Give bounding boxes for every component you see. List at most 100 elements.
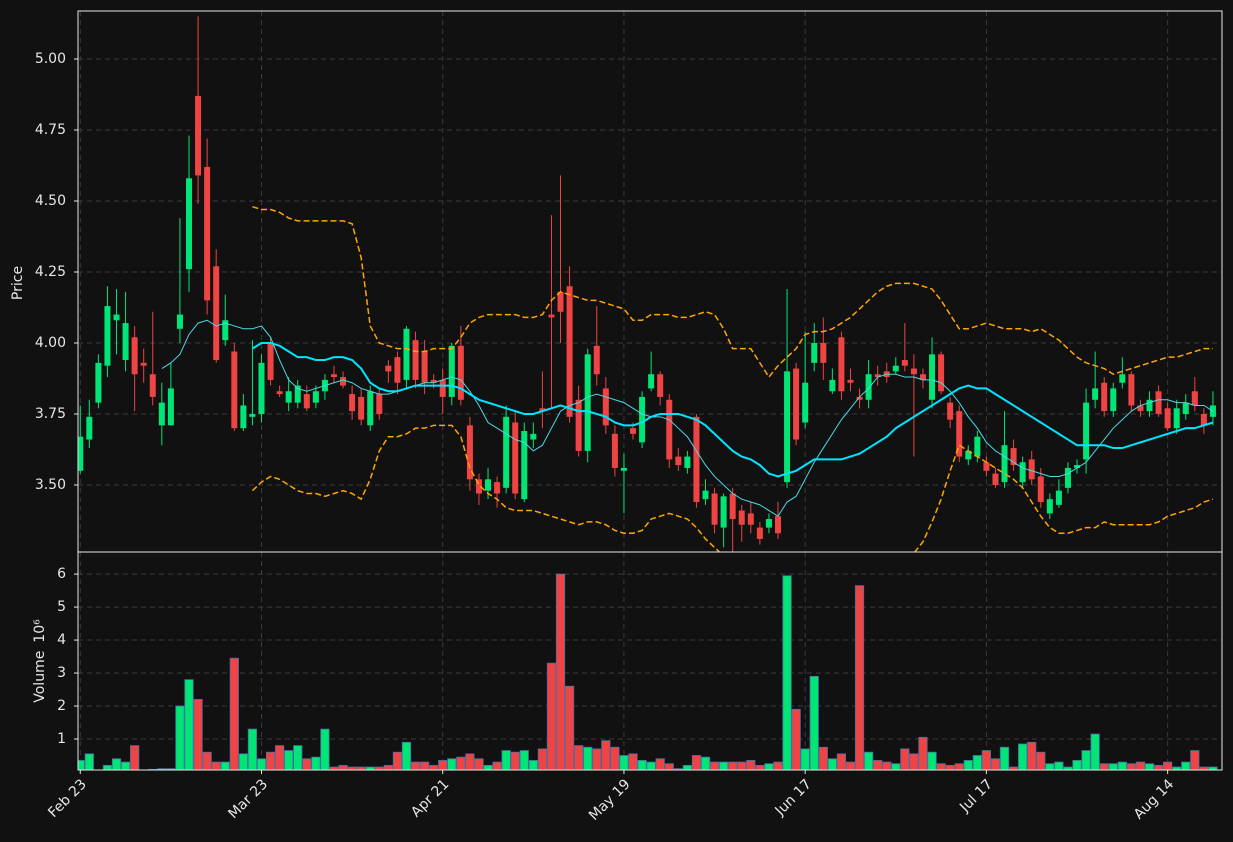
candle-body xyxy=(910,368,917,375)
volume-bar xyxy=(809,675,819,770)
volume-bar xyxy=(574,745,584,770)
candle-body xyxy=(1101,382,1108,412)
volume-bar xyxy=(238,753,248,770)
candle-body xyxy=(702,490,709,500)
panel-frame xyxy=(77,551,1223,771)
volume-bar xyxy=(438,760,448,770)
candle-body xyxy=(330,374,337,378)
volume-bar xyxy=(111,758,122,770)
candle-body xyxy=(358,396,365,420)
volume-bar xyxy=(773,761,783,770)
volume-bar xyxy=(537,748,547,770)
volume-bar xyxy=(882,761,892,770)
candle-body xyxy=(1001,445,1008,483)
candle-body xyxy=(222,320,229,341)
volume-bar xyxy=(555,573,566,770)
volume-bar xyxy=(818,746,828,770)
volume-bar xyxy=(646,761,656,770)
candle-body xyxy=(956,411,963,457)
candle-body xyxy=(385,365,392,372)
volume-bar xyxy=(1208,766,1218,770)
candle-body xyxy=(820,342,827,363)
candle-body xyxy=(630,428,637,434)
volume-bar xyxy=(1018,743,1028,770)
candle-body xyxy=(439,379,446,397)
candle-body xyxy=(847,379,854,383)
candle-body xyxy=(213,266,220,361)
volume-bar xyxy=(193,699,203,770)
y-tick-label: 2 xyxy=(57,698,66,714)
volume-bar xyxy=(229,657,239,770)
candle-body xyxy=(1074,465,1081,468)
candle-body xyxy=(1055,490,1062,505)
candle-body xyxy=(566,286,573,417)
volume-bar xyxy=(800,748,810,770)
volume-bar xyxy=(501,750,511,770)
volume-bar xyxy=(999,746,1010,770)
volume-bar xyxy=(700,756,711,770)
candle-body xyxy=(340,377,347,386)
volume-bar xyxy=(320,728,330,770)
candle-body xyxy=(403,328,410,380)
volume-bar xyxy=(1172,766,1182,770)
candle-body xyxy=(657,374,664,397)
candle-body xyxy=(856,396,863,400)
y-tick-label: 4.50 xyxy=(35,193,66,209)
volume-bar xyxy=(1108,763,1118,770)
candle-body xyxy=(620,467,627,471)
volume-bar xyxy=(84,753,94,770)
candle-body xyxy=(1092,388,1099,400)
candle-body xyxy=(349,394,356,412)
candle-body xyxy=(720,496,727,528)
candle-body xyxy=(793,368,800,440)
volume-bar xyxy=(845,761,856,770)
candle-body xyxy=(258,362,265,414)
candle-body xyxy=(276,391,283,395)
candle-body xyxy=(611,433,618,468)
candle-body xyxy=(131,337,138,375)
volume-bar xyxy=(682,764,692,770)
y-tick-label: 3 xyxy=(57,665,66,681)
candle-body xyxy=(575,399,582,451)
y-tick-label: 4.00 xyxy=(35,335,66,351)
volume-bar xyxy=(202,751,212,770)
volume-bar xyxy=(1045,763,1055,770)
volume-bar xyxy=(528,760,538,770)
volume-bar xyxy=(447,758,457,770)
candle-body xyxy=(829,379,836,392)
volume-bar xyxy=(1135,761,1146,770)
candle-body xyxy=(1191,391,1198,406)
candle-body xyxy=(475,479,482,494)
volume-bar xyxy=(637,760,647,770)
volume-bar xyxy=(419,761,430,770)
volume-bar xyxy=(347,766,357,770)
candle-body xyxy=(811,342,818,363)
volume-bar xyxy=(1163,761,1173,770)
candle-body xyxy=(86,416,93,440)
volume-bar xyxy=(891,763,901,770)
y-tick-label: 4.75 xyxy=(35,122,66,138)
candle-body xyxy=(494,482,501,494)
candle-body xyxy=(104,306,111,366)
volume-axis-label: Volume 10⁶ xyxy=(32,619,48,703)
candle-body xyxy=(95,362,102,403)
indicator-line xyxy=(251,424,1214,552)
volume-bar xyxy=(610,746,620,770)
candle-body xyxy=(684,456,691,468)
candle-body xyxy=(1137,405,1144,412)
candle-body xyxy=(919,374,926,380)
candle-body xyxy=(675,456,682,466)
candle-body xyxy=(530,433,537,440)
volume-bar xyxy=(1036,751,1046,770)
candle-body xyxy=(1019,462,1026,483)
volume-bar xyxy=(1081,750,1091,770)
candle-body xyxy=(167,388,174,426)
candle-body xyxy=(149,374,156,397)
volume-axis-multiplier: 10⁶ xyxy=(32,619,48,643)
volume-bar xyxy=(981,750,992,770)
volume-bar xyxy=(827,758,837,770)
candle-body xyxy=(901,360,908,366)
candle-body xyxy=(593,345,600,375)
volume-bar xyxy=(782,575,792,770)
